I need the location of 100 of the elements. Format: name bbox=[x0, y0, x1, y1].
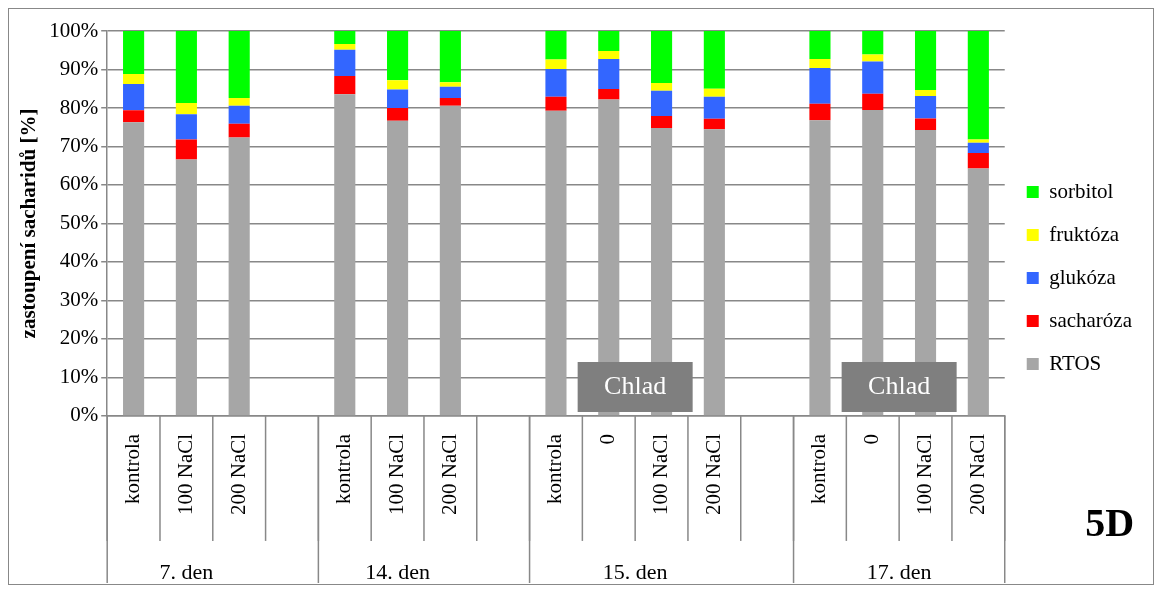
bar bbox=[651, 31, 673, 83]
bar bbox=[228, 105, 250, 124]
y-tick-label: 70% bbox=[59, 132, 99, 157]
y-axis-title: zastoupení sacharidů [%] bbox=[16, 108, 41, 339]
text: 5D bbox=[1085, 500, 1135, 546]
bar bbox=[914, 118, 937, 130]
bar bbox=[228, 123, 250, 138]
bar bbox=[123, 122, 145, 416]
bar bbox=[334, 49, 356, 77]
bar bbox=[334, 94, 356, 416]
bar bbox=[387, 120, 409, 416]
bar bbox=[703, 96, 725, 119]
bar bbox=[809, 59, 831, 68]
annotation: Chlad bbox=[604, 370, 667, 400]
bar bbox=[545, 69, 567, 97]
y-tick-label: 90% bbox=[59, 56, 99, 81]
bar bbox=[439, 105, 461, 416]
bar bbox=[123, 31, 145, 75]
bar bbox=[439, 82, 461, 87]
bar bbox=[387, 89, 409, 108]
bar bbox=[862, 93, 884, 110]
y-tick-label: 20% bbox=[59, 325, 99, 350]
y-tick-label: 60% bbox=[59, 171, 99, 196]
legend-label: glukóza bbox=[1049, 264, 1117, 289]
x-tick-label: 100 NaCl bbox=[912, 433, 937, 515]
bar bbox=[703, 31, 725, 89]
bar bbox=[967, 153, 989, 169]
text: 7. den bbox=[159, 558, 214, 584]
bar bbox=[545, 31, 567, 60]
x-tick-label: 200 NaCl bbox=[436, 433, 461, 515]
y-tick-label: 30% bbox=[59, 286, 99, 311]
bar bbox=[862, 54, 884, 62]
y-tick-label: 0% bbox=[70, 402, 99, 427]
bar bbox=[545, 110, 567, 416]
text: 17. den bbox=[866, 558, 932, 584]
x-tick-label: 100 NaCl bbox=[648, 433, 673, 515]
bar bbox=[967, 139, 989, 143]
bar bbox=[809, 31, 831, 60]
bar bbox=[914, 89, 937, 97]
bar bbox=[334, 31, 356, 45]
y-tick-label: 80% bbox=[59, 94, 99, 119]
bar bbox=[862, 31, 884, 55]
bar bbox=[651, 82, 673, 91]
legend-label: sacharóza bbox=[1049, 307, 1133, 332]
x-tick-label: 0 bbox=[859, 433, 884, 445]
x-tick-label: kontrola bbox=[542, 433, 567, 504]
bar bbox=[387, 80, 409, 90]
bar bbox=[862, 61, 884, 94]
legend-label: sorbitol bbox=[1049, 178, 1114, 203]
x-tick-label: 100 NaCl bbox=[384, 433, 409, 515]
bar bbox=[967, 31, 989, 140]
y-tick-label: 100% bbox=[49, 17, 99, 42]
bar bbox=[334, 76, 356, 95]
bar bbox=[651, 116, 673, 128]
x-tick-label: kontrola bbox=[331, 433, 356, 504]
bar bbox=[703, 118, 725, 130]
bar bbox=[228, 31, 250, 98]
bar bbox=[439, 86, 461, 98]
bar bbox=[228, 97, 250, 106]
legend-label: fruktóza bbox=[1049, 221, 1120, 246]
bar bbox=[598, 59, 620, 90]
bar bbox=[809, 120, 831, 416]
bar bbox=[334, 44, 356, 50]
bar bbox=[439, 31, 461, 83]
bar bbox=[598, 89, 620, 100]
x-tick-label: 100 NaCl bbox=[172, 433, 197, 515]
text: 14. den bbox=[365, 558, 430, 584]
x-tick-label: 200 NaCl bbox=[225, 433, 250, 515]
bar bbox=[703, 129, 725, 416]
bar bbox=[123, 74, 145, 85]
bar bbox=[175, 139, 197, 160]
bar bbox=[967, 168, 989, 416]
bar bbox=[545, 96, 567, 111]
legend-label: RTOS bbox=[1049, 350, 1102, 375]
bar bbox=[123, 110, 145, 123]
x-tick-label: 200 NaCl bbox=[700, 433, 725, 515]
bar bbox=[175, 159, 197, 416]
bar bbox=[914, 96, 937, 119]
bar bbox=[914, 31, 937, 90]
bar bbox=[175, 114, 197, 140]
text: 15. den bbox=[602, 558, 668, 584]
bar bbox=[228, 137, 250, 416]
x-tick-label: kontrola bbox=[120, 433, 145, 504]
bar bbox=[598, 51, 620, 60]
y-tick-label: 10% bbox=[59, 363, 99, 388]
x-tick-label: 0 bbox=[595, 433, 620, 445]
bar bbox=[967, 142, 989, 154]
y-tick-label: 40% bbox=[59, 248, 99, 273]
bar bbox=[175, 31, 197, 103]
bar bbox=[809, 103, 831, 121]
bar bbox=[598, 31, 620, 52]
bar bbox=[809, 67, 831, 104]
bar bbox=[175, 102, 197, 115]
y-tick-label: 50% bbox=[59, 209, 99, 234]
x-tick-label: kontrola bbox=[806, 433, 831, 504]
bar bbox=[651, 90, 673, 117]
x-tick-label: 200 NaCl bbox=[964, 433, 989, 515]
bar bbox=[439, 97, 461, 106]
bar bbox=[387, 31, 409, 81]
bar bbox=[387, 107, 409, 121]
